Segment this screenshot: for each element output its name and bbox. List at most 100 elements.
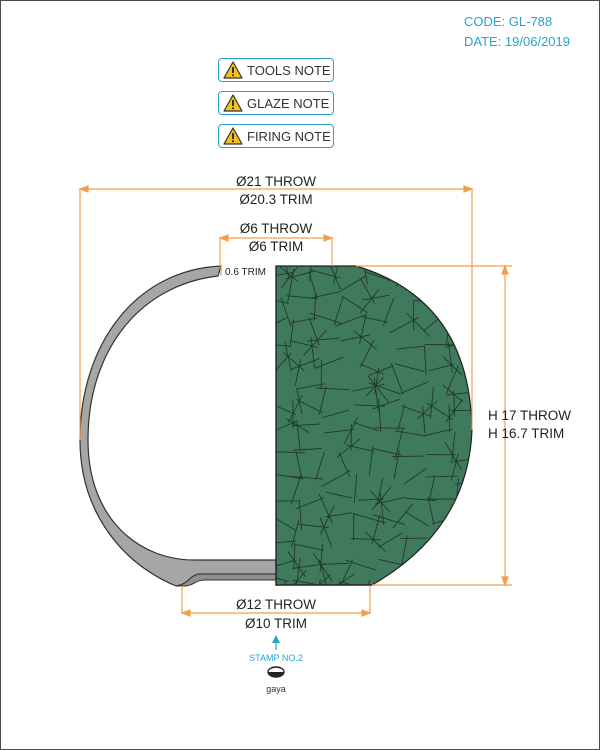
glaze-cell-line: [424, 345, 427, 376]
glaze-cell-line: [335, 313, 367, 327]
glaze-cell-line: [382, 580, 409, 585]
glaze-cell-line: [369, 365, 394, 376]
glaze-cell-line: [377, 532, 403, 548]
glaze-cell-line: [296, 422, 301, 452]
glaze-cell-line: [332, 573, 355, 585]
glaze-cell-line: [276, 352, 292, 376]
glaze-cell-line: [306, 337, 340, 342]
glaze-cell-line: [451, 557, 456, 584]
tools-note-label: TOOLS NOTE: [247, 62, 331, 78]
glaze-cell-line: [451, 555, 472, 563]
glaze-cell-line: [412, 301, 415, 331]
glaze-cell-line: [451, 509, 472, 535]
glaze-cell-line: [318, 493, 333, 524]
glaze-cell-line: [368, 382, 400, 395]
glaze-cell-line: [416, 400, 438, 420]
glaze-cell-line: [345, 444, 374, 452]
glaze-cell-line: [447, 342, 453, 374]
glaze-cell-line: [341, 295, 368, 314]
warning-icon: [223, 61, 243, 79]
glaze-cell-line: [319, 559, 327, 585]
foot-trim-label: Ø10 TRIM: [245, 616, 307, 631]
glaze-cell-line: [445, 538, 472, 541]
glaze-cell-line: [291, 476, 324, 480]
glaze-cell-line: [310, 290, 342, 299]
glaze-cell-line: [442, 318, 472, 321]
foot-throw-label: Ø12 THROW: [236, 597, 316, 612]
glaze-cell-line: [338, 452, 351, 478]
glaze-cell-line: [443, 292, 472, 299]
glaze-cell-line: [365, 531, 386, 552]
glaze-cell-line: [293, 543, 296, 570]
glaze-cell-line: [276, 451, 305, 454]
glaze-cell-line: [448, 550, 467, 573]
stamp-logo-icon: [267, 666, 285, 678]
glaze-cell-line: [315, 578, 321, 585]
glaze-cell-line: [321, 562, 350, 565]
glaze-cell-line: [395, 266, 421, 287]
glaze-cell-line: [283, 352, 305, 372]
glaze-cell-line: [321, 470, 351, 488]
glaze-cell-line: [285, 271, 313, 280]
glaze-cell-line: [287, 551, 306, 578]
glaze-cell-line: [375, 496, 407, 505]
glaze-cell-line: [319, 517, 333, 548]
glaze-cell-line: [319, 543, 323, 572]
glaze-cell-line: [313, 293, 317, 321]
glaze-cell-line: [295, 544, 324, 551]
glaze-cell-line: [442, 356, 463, 376]
glaze-cell-line: [428, 550, 443, 574]
glaze-cell-line: [352, 513, 386, 524]
glaze-cell-line: [428, 363, 454, 372]
glaze-cell-line: [379, 492, 385, 525]
glaze-cell-line: [429, 474, 436, 501]
glaze-cell-line: [423, 428, 453, 437]
glaze-cell-line: [451, 431, 456, 464]
glaze-cell-line: [371, 486, 392, 511]
glaze-cell-line: [442, 384, 464, 403]
glaze-cell-line: [276, 296, 289, 304]
glaze-cell-line: [295, 398, 324, 414]
glaze-cell-line: [395, 363, 425, 373]
glaze-cell-line: [396, 345, 424, 350]
glaze-cell-line: [394, 430, 426, 437]
rim-throw-label: Ø6 THROW: [240, 221, 313, 236]
glaze-cell-line: [364, 271, 391, 281]
glaze-cell-line: [339, 559, 354, 585]
glaze-cell-line: [444, 441, 462, 471]
glaze-cell-line: [452, 515, 458, 546]
glaze-cell-line: [341, 581, 367, 585]
glaze-cell-line: [425, 587, 453, 589]
glaze-cell-line: [292, 579, 326, 585]
glaze-cell-line: [297, 523, 329, 529]
glaze-cell-line: [390, 363, 404, 395]
tools-note-button[interactable]: TOOLS NOTE: [218, 58, 334, 82]
glaze-cell-line: [432, 266, 456, 288]
glaze-cell-line: [370, 490, 391, 513]
glaze-cell-line: [427, 496, 435, 525]
glaze-cell-line: [359, 363, 385, 375]
glaze-note-button[interactable]: GLAZE NOTE: [218, 91, 334, 115]
glaze-cell-line: [390, 583, 395, 585]
glaze-cell-line: [296, 497, 325, 509]
glaze-cell-line: [310, 336, 316, 368]
glaze-cell-line: [418, 272, 447, 277]
stamp-callout: STAMP NO.2 gaya: [249, 635, 303, 694]
glaze-cell-line: [434, 580, 463, 585]
glaze-cell-line: [429, 386, 434, 419]
glaze-cell-line: [314, 356, 344, 369]
glaze-cell-line: [294, 359, 302, 386]
glaze-cell-line: [360, 340, 375, 368]
glaze-cell-line: [336, 438, 361, 458]
glaze-cell-line: [365, 376, 384, 397]
glaze-cell-line: [276, 266, 299, 282]
glaze-cell-line: [350, 537, 382, 541]
glaze-cell-line: [293, 448, 322, 451]
glaze-cell-line: [329, 266, 342, 290]
glaze-cell-line: [444, 266, 449, 277]
firing-note-button[interactable]: FIRING NOTE: [218, 124, 334, 148]
glaze-cell-line: [352, 383, 385, 392]
glaze-cell-line: [353, 421, 379, 432]
rim-trim-label: Ø6 TRIM: [249, 239, 304, 254]
glaze-cell-line: [289, 339, 318, 349]
